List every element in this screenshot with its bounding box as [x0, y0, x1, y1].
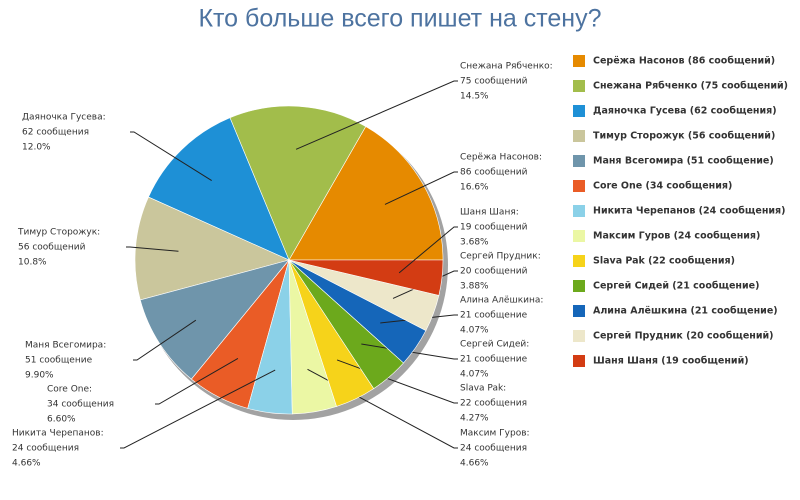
- legend-swatch: [573, 255, 585, 267]
- pie-slice: [288, 126, 444, 261]
- slice-label: Снежана Рябченко:: [460, 62, 553, 72]
- legend-label: Slava Pak (22 сообщения): [593, 256, 735, 267]
- legend-label: Маня Всегомира (51 сообщение): [593, 156, 774, 167]
- slice-value-label: 21 сообщение: [460, 355, 528, 365]
- legend-label: Даяночка Гусева (62 сообщения): [593, 106, 777, 117]
- slice-label: Тимур Сторожук:: [17, 228, 100, 238]
- slice-percent-label: 4.66%: [460, 459, 489, 469]
- slice-label: Алина Алёшкина:: [460, 296, 543, 306]
- slice-percent-label: 6.60%: [47, 415, 76, 425]
- slice-percent-label: 4.07%: [460, 370, 489, 380]
- slice-value-label: 75 сообщений: [460, 77, 528, 87]
- slice-label: Core One:: [47, 385, 92, 395]
- legend-label: Сергей Прудник (20 сообщений): [593, 331, 774, 342]
- legend-swatch: [573, 330, 585, 342]
- pie-slice: [139, 259, 290, 380]
- slice-label: Серёжа Насонов:: [460, 153, 542, 163]
- slice-value-label: 21 сообщение: [460, 311, 528, 321]
- legend-swatch: [573, 155, 585, 167]
- leader-line: [398, 226, 458, 274]
- slice-percent-label: 9.90%: [25, 371, 54, 381]
- slice-percent-label: 4.07%: [460, 326, 489, 336]
- legend-swatch: [573, 280, 585, 292]
- legend-label: Максим Гуров (24 сообщения): [593, 231, 760, 242]
- slice-percent-label: 3.68%: [460, 238, 489, 248]
- legend-swatch: [573, 105, 585, 117]
- slice-value-label: 19 сообщений: [460, 223, 528, 233]
- slice-value-label: 34 сообщения: [47, 400, 114, 410]
- legend-swatch: [573, 230, 585, 242]
- slice-value-label: 22 сообщения: [460, 399, 527, 409]
- leader-line: [126, 246, 179, 252]
- legend-label: Тимур Сторожук (56 сообщений): [593, 131, 775, 142]
- legend-label: Алина Алёшкина (21 сообщение): [593, 306, 778, 317]
- slice-value-label: 24 сообщения: [12, 444, 79, 454]
- slice-label: Даяночка Гусева:: [22, 113, 106, 123]
- leader-line: [380, 314, 458, 324]
- slice-percent-label: 10.8%: [18, 258, 47, 268]
- leader-line: [133, 319, 197, 361]
- legend-swatch: [573, 55, 585, 67]
- slice-label: Максим Гуров:: [460, 429, 530, 439]
- chart-title: Кто больше всего пишет на стену?: [198, 5, 601, 33]
- slice-value-label: 56 сообщений: [18, 243, 86, 253]
- slice-value-label: 86 сообщений: [460, 168, 528, 178]
- slice-label: Сергей Прудник:: [460, 252, 541, 262]
- slice-label: Шаня Шаня:: [460, 208, 519, 218]
- pie-slice: [148, 117, 290, 261]
- slice-percent-label: 4.27%: [460, 414, 489, 424]
- leader-line: [155, 357, 239, 405]
- legend-label: Никита Черепанов (24 сообщения): [593, 206, 785, 217]
- legend-label: Шаня Шаня (19 сообщений): [593, 356, 749, 367]
- legend-label: Core One (34 сообщения): [593, 181, 732, 192]
- pie-slice: [229, 105, 367, 261]
- legend-label: Серёжа Насонов (86 сообщений): [593, 56, 775, 67]
- slice-percent-label: 4.66%: [12, 459, 41, 469]
- leader-line: [384, 171, 458, 205]
- legend-swatch: [573, 130, 585, 142]
- slice-value-label: 51 сообщение: [25, 356, 93, 366]
- leader-line: [295, 80, 458, 150]
- leader-line: [120, 369, 276, 449]
- slice-label: Никита Черепанов:: [12, 429, 104, 439]
- slice-percent-label: 16.6%: [460, 183, 489, 193]
- slice-label: Slava Pak:: [460, 384, 506, 394]
- slice-label: Маня Всегомира:: [25, 341, 106, 351]
- legend-swatch: [573, 305, 585, 317]
- legend-label: Сергей Сидей (21 сообщение): [593, 281, 759, 292]
- legend-swatch: [573, 355, 585, 367]
- legend-swatch: [573, 205, 585, 217]
- slice-label: Сергей Сидей:: [460, 340, 529, 350]
- slice-value-label: 20 сообщений: [460, 267, 528, 277]
- slice-percent-label: 14.5%: [460, 92, 489, 102]
- slice-percent-label: 3.88%: [460, 282, 489, 292]
- slice-value-label: 62 сообщения: [22, 128, 89, 138]
- legend-label: Снежана Рябченко (75 сообщений): [593, 81, 788, 92]
- legend-swatch: [573, 80, 585, 92]
- leader-line: [130, 131, 212, 181]
- slice-percent-label: 12.0%: [22, 143, 51, 153]
- slice-value-label: 24 сообщения: [460, 444, 527, 454]
- legend-swatch: [573, 180, 585, 192]
